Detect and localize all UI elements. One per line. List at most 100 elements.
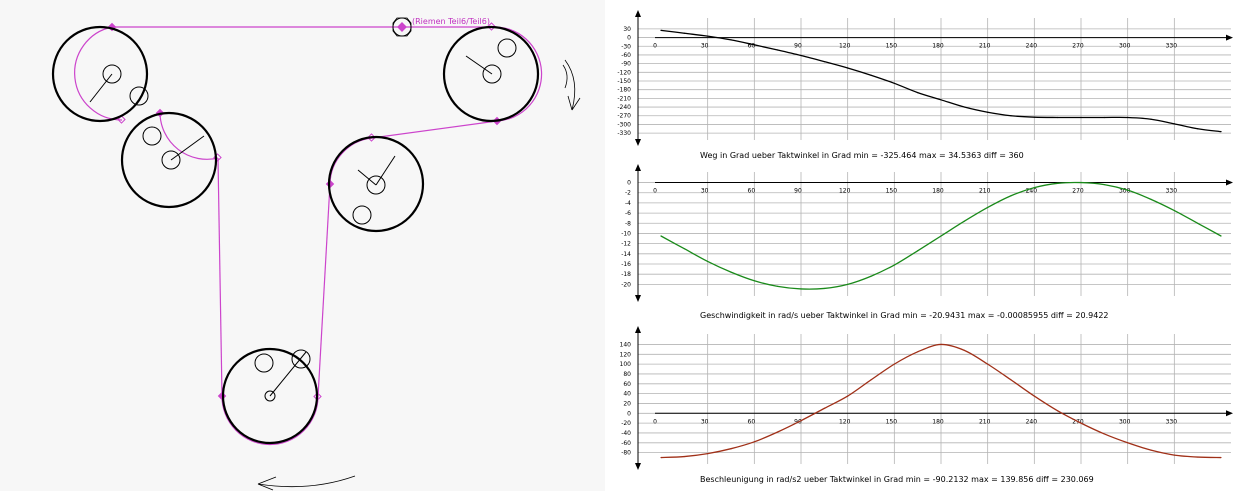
data-point bbox=[800, 54, 802, 57]
data-point bbox=[870, 74, 872, 76]
data-point bbox=[963, 106, 965, 108]
y-tick-label: -14 bbox=[621, 251, 631, 258]
data-point bbox=[1010, 195, 1012, 197]
pulley-middle-right[interactable] bbox=[327, 135, 425, 233]
data-point bbox=[1197, 128, 1199, 130]
y-tick-label: 100 bbox=[620, 361, 632, 368]
chart-caption: Beschleunigung in rad/s2 ueber Taktwinke… bbox=[700, 475, 1094, 484]
data-point bbox=[870, 379, 872, 381]
data-point bbox=[730, 39, 732, 41]
y-tick-label: -270 bbox=[617, 113, 631, 120]
data-point bbox=[1173, 123, 1175, 125]
x-tick-label: 330 bbox=[1166, 418, 1178, 425]
y-tick-label: -18 bbox=[621, 271, 631, 278]
chart-2: 0 -2 -4 -6 -8 -10 -12 -14 -16 -18 -20 0 30 60 90 120 150… bbox=[621, 164, 1233, 320]
x-tick-label: 270 bbox=[1072, 188, 1084, 195]
belt[interactable] bbox=[74, 26, 543, 446]
y-tick-label: -90 bbox=[621, 61, 631, 68]
belt-path-upper-right[interactable] bbox=[371, 120, 498, 139]
x-tick-label: 30 bbox=[701, 188, 709, 195]
pulley-hub bbox=[102, 64, 122, 84]
belt-label: (Riemen Teil6/Teil6) bbox=[412, 17, 490, 26]
belt-arc-mid-left bbox=[159, 112, 219, 160]
pulley-hub bbox=[264, 390, 276, 402]
data-point bbox=[1127, 442, 1129, 444]
belt-arc-mid-right bbox=[329, 137, 373, 185]
data-point bbox=[823, 61, 825, 63]
belt-diagram-canvas[interactable]: (Riemen Teil6/Teil6) bbox=[0, 0, 605, 491]
pulley-pointer bbox=[465, 55, 493, 75]
pulley-top-right[interactable] bbox=[442, 25, 540, 123]
y-tick-label: -4 bbox=[625, 200, 631, 207]
data-point bbox=[987, 206, 989, 209]
belt-path-middle-left[interactable] bbox=[217, 157, 223, 397]
pulley-hole bbox=[129, 86, 149, 106]
x-tick-label: 150 bbox=[886, 188, 898, 195]
y-tick-label: -30 bbox=[621, 43, 631, 50]
y-tick-label: -60 bbox=[621, 52, 631, 59]
tangent-marker-open[interactable] bbox=[367, 133, 376, 142]
y-tick-label: -60 bbox=[621, 440, 631, 447]
pulley-pointer bbox=[170, 135, 205, 161]
y-tick-label: 0 bbox=[627, 35, 631, 42]
pulley-pointer bbox=[89, 73, 113, 103]
y-tick-label: -8 bbox=[625, 220, 631, 227]
x-tick-label: 180 bbox=[932, 43, 944, 50]
pulley-pointer-2 bbox=[357, 169, 377, 186]
charts-canvas: 300-30-60-90-120-150-180-210-240-270-300… bbox=[617, 10, 1233, 484]
tangent-marker-open[interactable] bbox=[313, 392, 322, 401]
data-point bbox=[893, 264, 895, 266]
pulley-pointer bbox=[375, 155, 396, 186]
data-point bbox=[823, 407, 825, 409]
pulley-bottom[interactable] bbox=[221, 347, 319, 445]
y-tick-label: -180 bbox=[617, 87, 631, 94]
y-tick-label: -2 bbox=[625, 190, 631, 197]
y-tick-label: -150 bbox=[617, 78, 631, 85]
data-point bbox=[1033, 187, 1035, 189]
data-point bbox=[683, 32, 685, 34]
data-point bbox=[1220, 235, 1222, 237]
y-tick-label: 80 bbox=[623, 371, 631, 378]
pulley-middle-left[interactable] bbox=[120, 111, 218, 209]
data-point bbox=[683, 248, 685, 250]
tangent-marker-open[interactable] bbox=[487, 22, 496, 31]
x-tick-label: 120 bbox=[839, 418, 851, 425]
data-point bbox=[730, 271, 732, 273]
data-point bbox=[940, 235, 942, 237]
y-tick-label: -20 bbox=[621, 420, 631, 427]
data-point bbox=[707, 260, 709, 263]
data-point bbox=[1033, 116, 1035, 118]
x-tick-label: 90 bbox=[794, 188, 802, 195]
belt-path-middle-right[interactable] bbox=[317, 183, 331, 398]
y-tick-label: 120 bbox=[620, 351, 632, 358]
data-point bbox=[1197, 456, 1199, 458]
x-tick-label: 300 bbox=[1119, 418, 1131, 425]
pulley-hole bbox=[497, 38, 517, 58]
data-point bbox=[1127, 189, 1129, 191]
x-tick-label: 210 bbox=[979, 188, 991, 195]
data-point bbox=[963, 220, 965, 222]
x-tick-label: 0 bbox=[653, 188, 657, 195]
x-tick-label: 330 bbox=[1166, 43, 1178, 50]
data-point bbox=[800, 420, 802, 422]
belt-arc-bottom bbox=[221, 395, 319, 446]
data-point bbox=[1057, 410, 1059, 412]
data-point bbox=[1173, 209, 1175, 212]
data-point bbox=[660, 29, 662, 31]
y-axis-arrow bbox=[635, 164, 641, 171]
y-tick-label: -300 bbox=[617, 121, 631, 128]
y-tick-label: -6 bbox=[625, 210, 631, 217]
y-tick-label: 0 bbox=[627, 180, 631, 187]
data-point bbox=[1103, 433, 1105, 435]
x-tick-label: 120 bbox=[839, 43, 851, 50]
data-point bbox=[707, 453, 709, 455]
y-tick-label: 30 bbox=[623, 26, 631, 33]
belt-diagram-panel[interactable]: (Riemen Teil6/Teil6) bbox=[0, 0, 605, 491]
data-point bbox=[1010, 379, 1012, 381]
data-point bbox=[870, 275, 872, 277]
x-tick-label: 330 bbox=[1166, 188, 1178, 195]
y-tick-label: 60 bbox=[623, 381, 631, 388]
pulley-top-left[interactable] bbox=[51, 25, 149, 123]
data-point bbox=[1080, 116, 1082, 119]
pulley-hole bbox=[142, 126, 162, 146]
